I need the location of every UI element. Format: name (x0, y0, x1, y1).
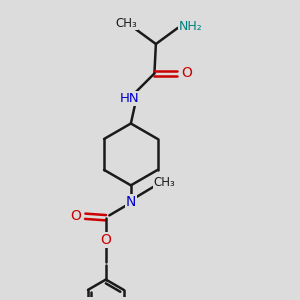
Text: O: O (181, 66, 192, 80)
Text: CH₃: CH₃ (116, 17, 137, 30)
Text: NH₂: NH₂ (178, 20, 202, 33)
Text: N: N (126, 194, 136, 208)
Text: O: O (70, 209, 81, 223)
Text: O: O (100, 233, 111, 247)
Text: HN: HN (120, 92, 139, 105)
Text: CH₃: CH₃ (154, 176, 176, 189)
